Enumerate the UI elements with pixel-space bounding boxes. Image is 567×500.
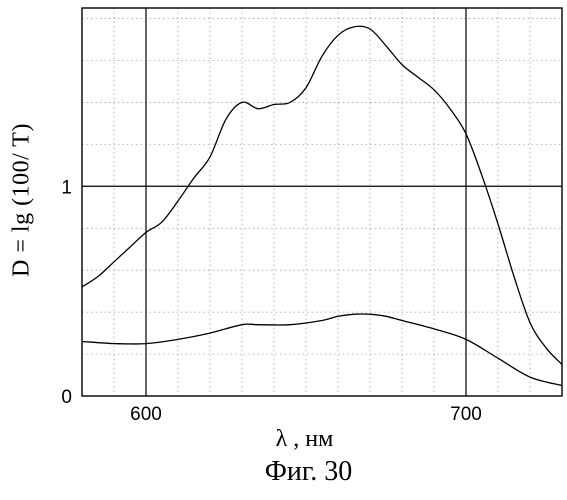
y-axis-label: D = lg (100/ T) [9, 123, 36, 277]
series-line-2 [82, 314, 562, 386]
minor-grid [82, 8, 562, 396]
series-group [82, 26, 562, 385]
tick-labels: 600 700 0 1 [61, 177, 481, 425]
y-tick-label: 1 [61, 177, 72, 198]
major-grid [82, 8, 562, 396]
plot-frame [82, 8, 562, 396]
y-tick-label: 0 [61, 387, 72, 408]
series-line-1 [82, 26, 562, 364]
x-axis-label: λ , нм [0, 426, 567, 453]
x-tick-label: 600 [130, 404, 162, 425]
x-tick-label: 700 [450, 404, 482, 425]
y-axis-label-wrap: D = lg (100/ T) [2, 0, 42, 400]
figure-caption: Фиг. 30 [0, 456, 567, 488]
